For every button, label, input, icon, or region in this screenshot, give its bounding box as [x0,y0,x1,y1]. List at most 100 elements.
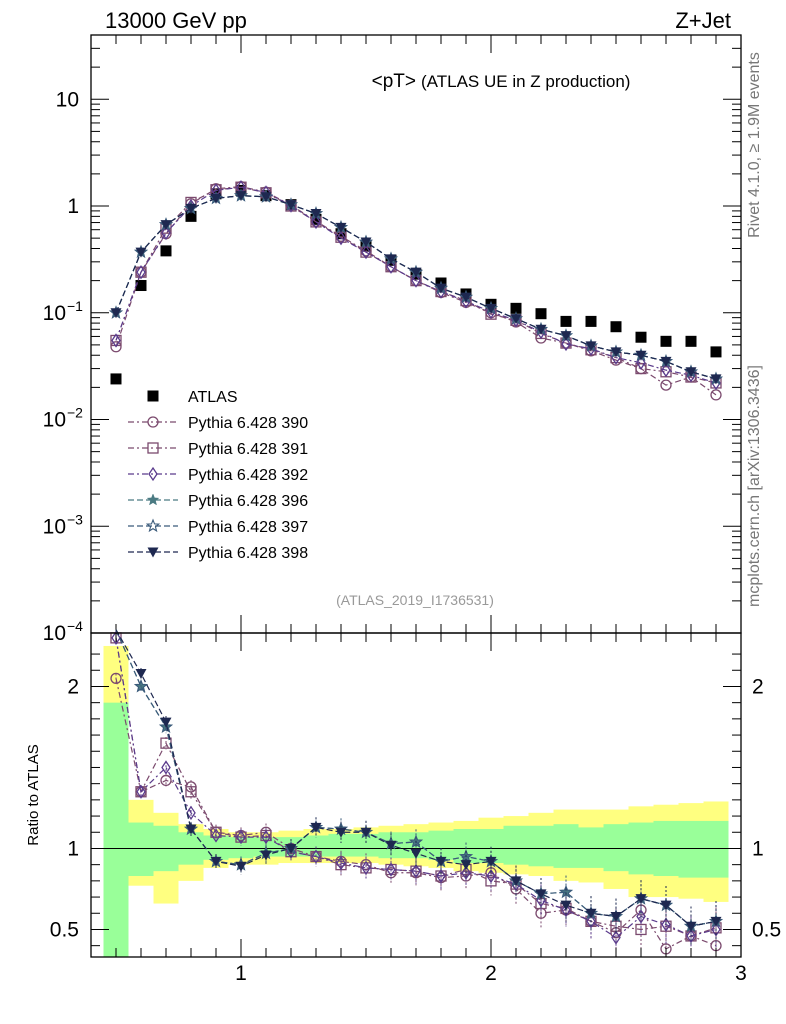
ratio-point-s5 [335,827,347,838]
main-ytick-exponent: −4 [67,618,83,634]
ratio-point-s2 [336,855,346,871]
main-point-s6 [210,193,222,204]
ratio-point-s5 [485,856,497,867]
main-point-s1 [660,379,672,391]
legend-marker [147,547,159,558]
main-ytick-label: 10 [56,88,79,111]
ratio-point-s2 [411,863,421,879]
main-point-s6 [285,200,297,211]
main-point-s6 [710,374,722,385]
main-ytick-label: 1 [67,195,79,218]
main-point-s0 [660,335,672,347]
legend-entry: Pythia 6.428 396 [128,493,308,510]
main-point-s6 [185,203,197,214]
main-point-s3 [636,355,646,370]
series-line-1 [115,185,717,396]
side-label-bottom: mcplots.cern.ch [arXiv:1306.3436] [746,365,763,607]
legend-entry: Pythia 6.428 398 [128,545,308,562]
ratio-point-s5 [460,860,472,871]
band-inner-bin [703,820,729,878]
ratio-point-s5 [310,822,322,833]
legend-label: ATLAS [188,389,238,406]
ratio-point-s5 [660,900,672,911]
band-inner-bin [328,833,354,857]
ratio-ytick-label-right: 2 [752,675,764,698]
ratio-line-2 [115,637,717,939]
main-point-s6 [660,356,672,367]
legend-entry: ATLAS [147,389,238,406]
ratio-point-s4 [408,834,424,849]
ratio-point-s5 [435,856,447,867]
ratio-xtick-label: 3 [735,962,747,985]
main-point-s3 [111,333,121,348]
legend-label: Pythia 6.428 396 [188,493,308,510]
main-point-s6 [460,292,472,303]
legend-label: Pythia 6.428 390 [188,415,308,432]
main-point-s6 [360,237,372,248]
main-point-s0 [310,213,322,225]
header-left-label: 13000 GeV pp [105,8,247,33]
ratio-point-s5 [535,889,547,900]
ratio-point-s2 [461,865,471,880]
main-ytick-exponent: −3 [67,511,83,527]
main-point-s0 [685,335,697,347]
band-inner-bin [578,827,604,868]
ratio-point-s5 [185,824,197,835]
main-point-s6 [535,324,547,335]
ratio-point-s2 [586,914,596,929]
ratio-point-s2 [236,829,246,845]
band-inner-bin [353,833,379,857]
main-point-s3 [561,336,571,352]
ratio-point-s2 [211,828,221,843]
legend-marker [147,390,159,402]
main-point-s3 [136,265,146,280]
series-line-3 [115,186,717,384]
ratio-point-s5 [135,669,147,679]
ratio-ytick-label-left: 0.5 [50,918,79,941]
main-point-s6 [160,220,172,231]
main-point-s0 [610,321,622,333]
ratio-point-s2 [161,760,171,775]
main-subtitle: (ATLAS UE in Z production) [421,72,630,91]
main-point-s6 [385,254,397,265]
ratio-ytick-label-right: 0.5 [752,918,781,941]
ratio-point-s5 [585,908,597,919]
main-point-s0 [185,210,197,222]
main-point-s6 [310,209,322,220]
ratio-ytick-label-right: 1 [752,837,764,860]
band-inner-bin [603,824,629,872]
legend-marker [147,442,159,454]
main-point-s6 [585,341,597,352]
main-point-s6 [410,267,422,278]
ratio-point-s2 [686,928,696,944]
ratio-ytick-label-left: 1 [67,837,79,860]
main-point-s2 [635,362,647,375]
main-point-s0 [710,346,722,358]
ratio-point-s5 [285,843,297,854]
main-point-s0 [635,331,647,343]
ratio-point-s5 [710,916,722,927]
main-ytick-label: 10 [43,622,66,645]
ratio-point-s2 [486,868,496,884]
ratio-point-s2 [661,917,671,932]
ratio-point-s5 [360,827,372,838]
ratio-point-s5 [560,900,572,911]
main-point-s6 [685,367,697,378]
ratio-point-s2 [611,930,621,945]
legend-marker [148,466,158,482]
main-ytick-exponent: −1 [67,298,83,314]
ratio-point-s2 [261,829,271,845]
ratio-point-s5 [510,876,522,887]
main-point-s0 [335,228,347,240]
ratio-point-s2 [711,922,721,937]
legend-entry: Pythia 6.428 391 [128,441,308,458]
band-inner-bin [128,822,154,876]
ratio-point-s5 [385,840,397,851]
ratio-point-s2 [186,805,196,820]
main-point-s3 [661,362,671,378]
main-ytick-label: 10 [43,409,66,432]
band-inner-bin [528,825,554,867]
ratio-ytick-label-left: 2 [67,675,79,698]
ratio-point-s2 [561,902,571,918]
